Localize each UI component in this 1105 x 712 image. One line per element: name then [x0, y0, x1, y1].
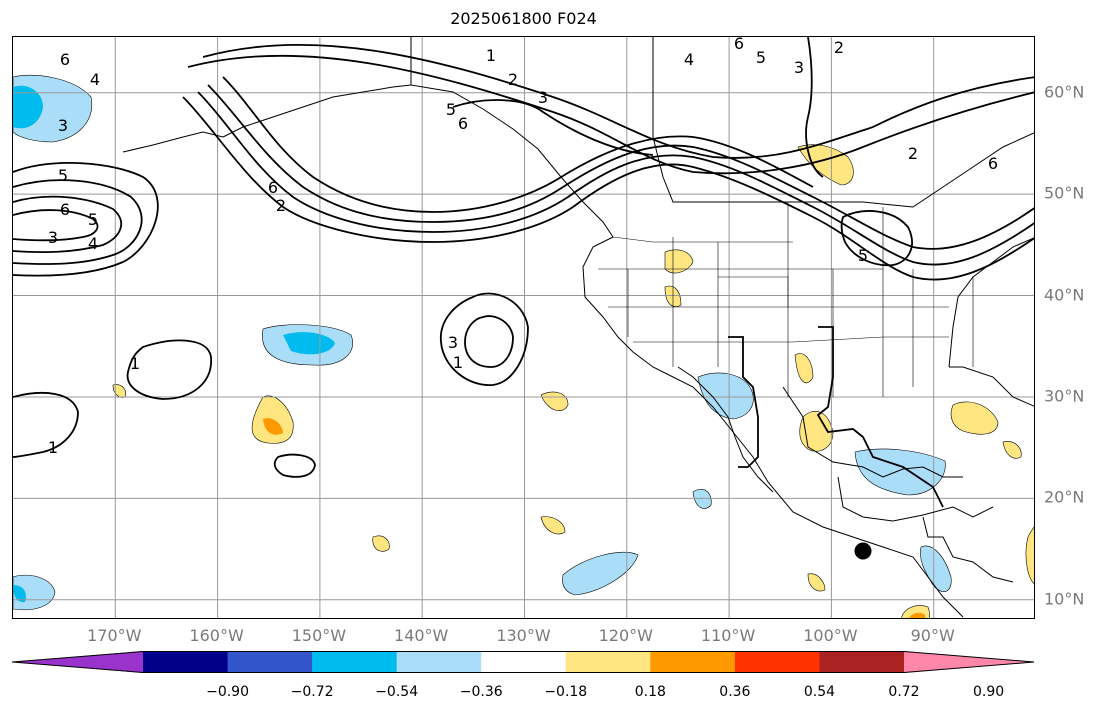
- fill-positive-strong: [909, 612, 925, 618]
- colorbar-segment: [565, 651, 651, 673]
- latitude-label: 10°N: [1044, 589, 1085, 609]
- colorbar-tick-label: −0.54: [375, 684, 419, 700]
- coastlines: [122, 37, 1034, 618]
- contour-label: 2: [508, 70, 518, 89]
- fill-negative: [920, 545, 952, 592]
- contour-label: 3: [538, 88, 548, 107]
- fill-negative: [697, 372, 754, 420]
- contour-label: 3: [58, 116, 68, 135]
- colorbar-segment: [143, 651, 229, 673]
- fill-positive: [799, 410, 834, 452]
- colorbar-tick-label: 0.54: [803, 684, 836, 700]
- fill-positive: [950, 401, 999, 435]
- colorbar-extend-max: [904, 651, 1034, 673]
- contour-label: 6: [60, 50, 70, 69]
- fill-positive: [807, 573, 826, 592]
- location-marker: [854, 542, 872, 560]
- contours: [13, 37, 1034, 508]
- fill-negative-strong: [13, 85, 43, 129]
- contour-label: 3: [48, 228, 58, 247]
- longitude-label: 110°W: [700, 626, 756, 645]
- colorbar-tick-label: 0.18: [634, 684, 666, 700]
- colorbar-outline: [12, 651, 1035, 673]
- contour-label: 2: [276, 196, 286, 215]
- contour-label: 2: [834, 38, 844, 57]
- colorbar-segment: [312, 651, 398, 673]
- colorbar-segment: [481, 651, 567, 673]
- longitude-label: 150°W: [291, 626, 347, 645]
- contour-label: 6: [268, 178, 278, 197]
- contour-label: 5: [58, 166, 68, 185]
- contour-label: 6: [60, 200, 70, 219]
- contour-label: 1: [48, 438, 58, 457]
- colorbar-extend-min: [12, 651, 143, 673]
- contour-label: 6: [458, 114, 468, 133]
- longitude-label: 130°W: [496, 626, 551, 645]
- fill-positive-strong: [263, 418, 283, 435]
- fill-positive: [1025, 526, 1034, 584]
- fill-positive: [1002, 441, 1022, 459]
- colorbar-segment: [650, 651, 736, 673]
- contour-label: 4: [684, 50, 694, 69]
- contour-label: 1: [453, 353, 463, 372]
- colorbar-segment: [227, 651, 313, 673]
- latitude-label: 20°N: [1044, 487, 1085, 507]
- contour-label: 6: [734, 37, 744, 53]
- fill-negative: [854, 448, 946, 496]
- contour-label: 3: [448, 333, 458, 352]
- contour-label: 6: [988, 154, 998, 173]
- longitude-label: 100°W: [803, 626, 858, 645]
- fill-negative: [692, 488, 712, 509]
- colorbar-tick-label: −0.72: [290, 684, 334, 700]
- anomaly-fills: [13, 74, 1034, 618]
- contour-label: 4: [90, 70, 100, 89]
- contour-label: 5: [756, 48, 766, 67]
- contour-label: 5: [446, 100, 456, 119]
- latitude-label: 50°N: [1044, 183, 1085, 203]
- fill-negative-strong: [13, 585, 26, 603]
- fill-positive: [794, 353, 814, 384]
- contour-label: 1: [486, 46, 496, 65]
- colorbar-segment: [396, 651, 482, 673]
- gridlines: [13, 37, 1034, 618]
- latitude-label: 30°N: [1044, 386, 1085, 406]
- fill-positive: [540, 391, 569, 412]
- longitude-label: 90°W: [910, 626, 955, 645]
- contour-label: 3: [794, 58, 804, 77]
- longitude-label: 120°W: [598, 626, 653, 645]
- colorbar-tick-label: −0.18: [544, 684, 588, 700]
- fill-negative-strong: [283, 332, 335, 355]
- colorbar: [12, 651, 1035, 673]
- contour-label: 4: [88, 234, 98, 253]
- longitude-label: 170°W: [87, 626, 142, 645]
- contour-label: 1: [130, 354, 140, 373]
- colorbar-segment: [734, 651, 820, 673]
- contour-label: 5: [88, 210, 98, 229]
- colorbar-tick-label: 0.72: [888, 684, 920, 700]
- longitude-label: 140°W: [394, 626, 449, 645]
- state-borders: [598, 202, 974, 397]
- fill-positive: [540, 516, 566, 535]
- colorbar-tick-label: −0.36: [459, 684, 503, 700]
- fill-positive: [664, 249, 694, 274]
- latitude-label: 60°N: [1044, 82, 1085, 102]
- contour-label: 2: [908, 144, 918, 163]
- contour-label: 5: [858, 246, 868, 265]
- longitude-label: 160°W: [189, 626, 244, 645]
- colorbar-tick-label: 0.36: [719, 684, 751, 700]
- fill-negative: [562, 551, 639, 596]
- colorbar-segment: [819, 651, 905, 673]
- map-title: 2025061800 F024: [450, 9, 597, 28]
- fill-positive: [372, 535, 390, 552]
- colorbar-tick-label: 0.90: [972, 684, 1005, 700]
- latitude-label: 40°N: [1044, 285, 1085, 305]
- colorbar-tick-label: −0.90: [206, 684, 249, 700]
